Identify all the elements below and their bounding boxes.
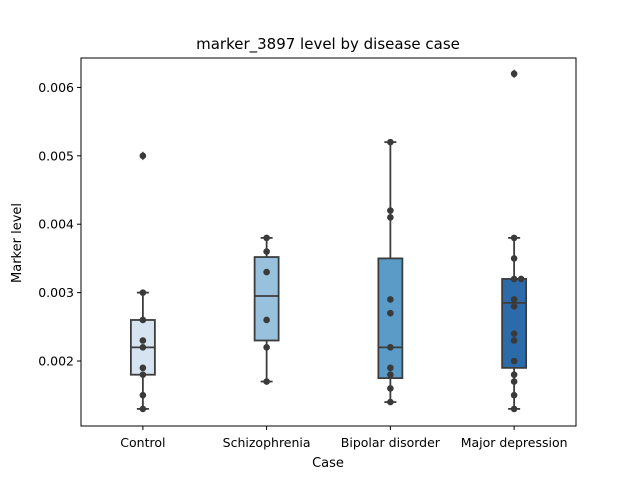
data-point [510,337,518,344]
data-point [510,330,518,337]
y-tick-label: 0.006 [38,80,74,95]
data-point [387,371,394,378]
data-point [263,316,270,324]
data-point [139,371,147,378]
data-point [510,405,518,413]
box-3 [501,278,528,369]
data-point [510,378,518,385]
plot-area: 0.002 0.003 0.004 0.005 0.006 Control Schizoph… [38,57,577,450]
data-point [510,371,518,378]
data-point [387,364,394,372]
data-point [139,364,147,372]
data-point [510,357,518,365]
data-point [263,268,270,276]
y-tick-label: 0.005 [38,148,74,163]
data-point [139,316,147,324]
data-point [139,337,147,344]
x-tick-label: Control [120,435,165,450]
data-point [510,391,518,399]
data-point [510,296,518,303]
data-point [387,296,394,303]
y-tick-label: 0.004 [38,217,74,232]
y-tick-label: 0.003 [38,285,74,300]
data-point [387,138,394,146]
box-2 [377,257,404,380]
axes-frame [80,57,577,427]
data-point [263,378,270,385]
data-point [510,70,518,78]
data-point [139,344,147,351]
data-point [510,275,518,283]
data-point [139,152,147,160]
data-point [263,248,270,255]
data-point [387,207,394,214]
data-point [139,391,147,399]
chart-title: marker_3897 level by disease case [196,35,460,54]
data-point [387,344,394,351]
data-point [510,234,518,242]
x-tick-label: Schizophrenia [223,435,311,450]
x-tick-label: Bipolar disorder [341,435,441,450]
data-point [387,398,394,406]
data-point [517,275,525,283]
data-point [510,255,518,262]
data-point [510,302,518,310]
data-point [263,234,270,242]
y-axis-label: Marker level [10,203,25,283]
data-point [387,214,394,221]
data-point [387,385,394,392]
data-point [139,405,147,413]
data-point [139,289,147,296]
y-tick-label: 0.002 [38,354,74,369]
data-point [387,309,394,317]
data-point [263,344,270,351]
x-tick-label: Major depression [461,435,568,450]
x-axis-label: Case [312,456,344,471]
